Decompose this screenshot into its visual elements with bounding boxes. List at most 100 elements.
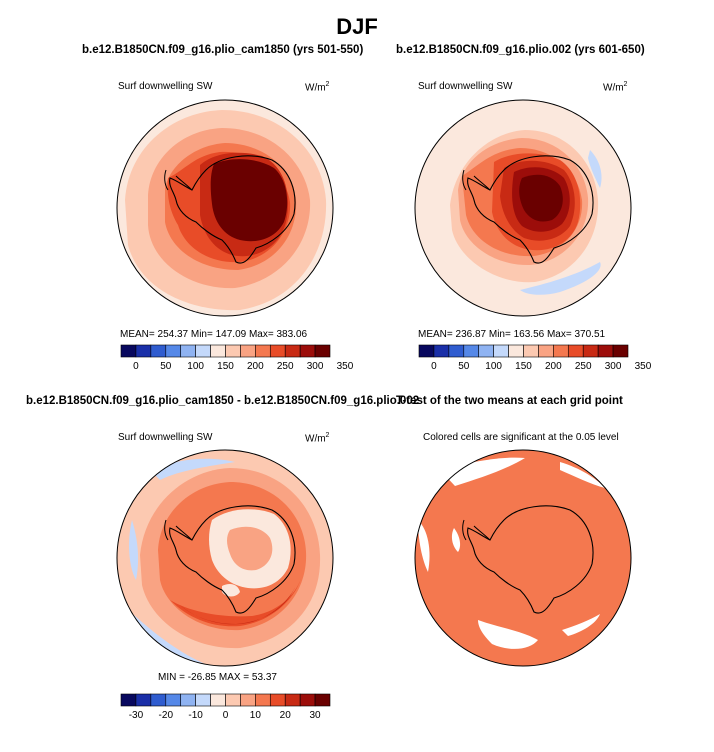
p1-peninsula — [164, 169, 193, 191]
p2-colorbar-tick: 0 — [431, 361, 437, 372]
p1-continent — [169, 155, 296, 264]
p3-fill-interior2 — [227, 526, 273, 571]
p2-colorbar-box — [612, 344, 629, 358]
p3-continent — [169, 505, 296, 614]
p4-nonsig-n — [440, 457, 525, 486]
p3-colorbar-box — [269, 693, 286, 707]
panel4-title: T-test of the two means at each grid poi… — [396, 395, 623, 407]
p1-colorbar-tick: 250 — [277, 361, 294, 372]
p3-fill-ross — [222, 584, 240, 597]
p2-colorbar-tick: 200 — [545, 361, 562, 372]
p2-colorbar-box — [418, 344, 435, 358]
p2-colorbar-tick: 350 — [635, 361, 652, 372]
panel4-subtitle: Colored cells are significant at the 0.0… — [423, 432, 619, 443]
p2-fill-175b — [520, 262, 601, 295]
p2-colorbar-box — [493, 344, 509, 358]
p3-colorbar-box — [195, 693, 211, 707]
p3-colorbar-box — [210, 693, 226, 707]
p2-colorbar-tick: 250 — [575, 361, 592, 372]
p1-colorbar-tick: 0 — [133, 361, 139, 372]
p1-colorbar-box — [240, 344, 256, 358]
p1-colorbar-tick: 300 — [307, 361, 324, 372]
p1-colorbar-box — [314, 344, 331, 358]
p3-colorbar-box — [299, 693, 316, 707]
p3-colorbar-tick: 10 — [250, 710, 262, 721]
p3-colorbar-box — [120, 693, 137, 707]
p2-colorbar-tick: 300 — [605, 361, 622, 372]
p1-colorbar-tick: 350 — [337, 361, 354, 372]
panel2-map — [415, 100, 631, 316]
p4-nonsig-pen — [451, 528, 461, 552]
p1-colorbar-tick: 200 — [247, 361, 264, 372]
panel1-units: W/m2 — [305, 81, 330, 94]
p4-continent — [467, 505, 594, 614]
p3-colorbar-tick: 0 — [223, 710, 229, 721]
p4-nonsig-w — [418, 520, 430, 572]
p1-colorbar-box — [255, 344, 271, 358]
p2-colorbar-box — [538, 344, 554, 358]
p2-colorbar-box — [553, 344, 569, 358]
p2-continent — [467, 155, 594, 264]
panel1-title: b.e12.B1850CN.f09_g16.plio_cam1850 (yrs … — [82, 44, 364, 56]
p1-map-border — [116, 99, 334, 317]
p2-colorbar-box — [523, 344, 539, 358]
p1-colorbar-box — [180, 344, 196, 358]
p2-map-border — [414, 99, 632, 317]
p3-colorbar-box — [165, 693, 182, 707]
p2-fill-375 — [519, 174, 563, 222]
p4-nonsig-ne — [560, 462, 605, 488]
p3-colorbar-box — [180, 693, 196, 707]
p1-colorbar-box — [299, 344, 316, 358]
p3-colorbar-box — [135, 693, 152, 707]
panel2-colorbar: 0 50 100 150 200 250 300 350 — [418, 344, 652, 372]
panel1-colorbar: 0 50 100 150 200 250 300 350 — [120, 344, 354, 372]
p1-colorbar-box — [225, 344, 241, 358]
p1-colorbar-box — [150, 344, 167, 358]
p1-colorbar-box — [284, 344, 301, 358]
p2-colorbar-box — [582, 344, 599, 358]
p1-colorbar-tick: 100 — [187, 361, 204, 372]
p3-fill-20 — [170, 575, 302, 627]
panel3-title: b.e12.B1850CN.f09_g16.plio_cam1850 - b.e… — [26, 395, 420, 407]
p1-fill-350 — [210, 159, 288, 242]
p1-colorbar-box — [135, 344, 152, 358]
p3-colorbar-box — [240, 693, 256, 707]
p3-map-border — [116, 449, 334, 667]
p2-colorbar-box — [448, 344, 465, 358]
panel1-variable: Surf downwelling SW — [118, 81, 213, 92]
p2-colorbar-box — [433, 344, 450, 358]
panel4-map — [415, 450, 631, 666]
p2-colorbar-box — [463, 344, 480, 358]
p3-peninsula — [164, 519, 193, 541]
panel2-stats: MEAN= 236.87 Min= 163.56 Max= 370.51 — [418, 329, 606, 340]
p3-colorbar-box — [284, 693, 301, 707]
p3-colorbar-tick: 20 — [280, 710, 292, 721]
panel3-stats: MIN = -26.85 MAX = 53.37 — [158, 672, 277, 683]
p1-colorbar-box — [120, 344, 137, 358]
p2-fill-175a — [588, 150, 602, 188]
p3-fill-neg-w — [129, 520, 139, 580]
figure-title: DJF — [336, 14, 378, 39]
panel2-title: b.e12.B1850CN.f09_g16.plio.002 (yrs 601-… — [396, 44, 645, 56]
p4-nonsig-s — [478, 620, 538, 649]
p4-map-border — [414, 449, 632, 667]
p4-nonsig-se — [562, 614, 600, 636]
panel3-units: W/m2 — [305, 432, 330, 445]
panel2-variable: Surf downwelling SW — [418, 81, 513, 92]
p3-colorbar-box — [225, 693, 241, 707]
p1-colorbar-box — [165, 344, 182, 358]
p2-colorbar-box — [597, 344, 614, 358]
p3-colorbar-box — [255, 693, 271, 707]
p2-colorbar-box — [508, 344, 524, 358]
p4-peninsula — [462, 519, 491, 541]
p1-colorbar-tick: 150 — [217, 361, 234, 372]
p1-colorbar-box — [210, 344, 226, 358]
panel1-map — [117, 100, 333, 316]
p2-peninsula — [462, 169, 491, 191]
p3-colorbar-box — [314, 693, 331, 707]
p2-colorbar-tick: 150 — [515, 361, 532, 372]
p1-colorbar-box — [195, 344, 211, 358]
p2-colorbar-box — [567, 344, 584, 358]
panel3-map — [117, 450, 333, 666]
